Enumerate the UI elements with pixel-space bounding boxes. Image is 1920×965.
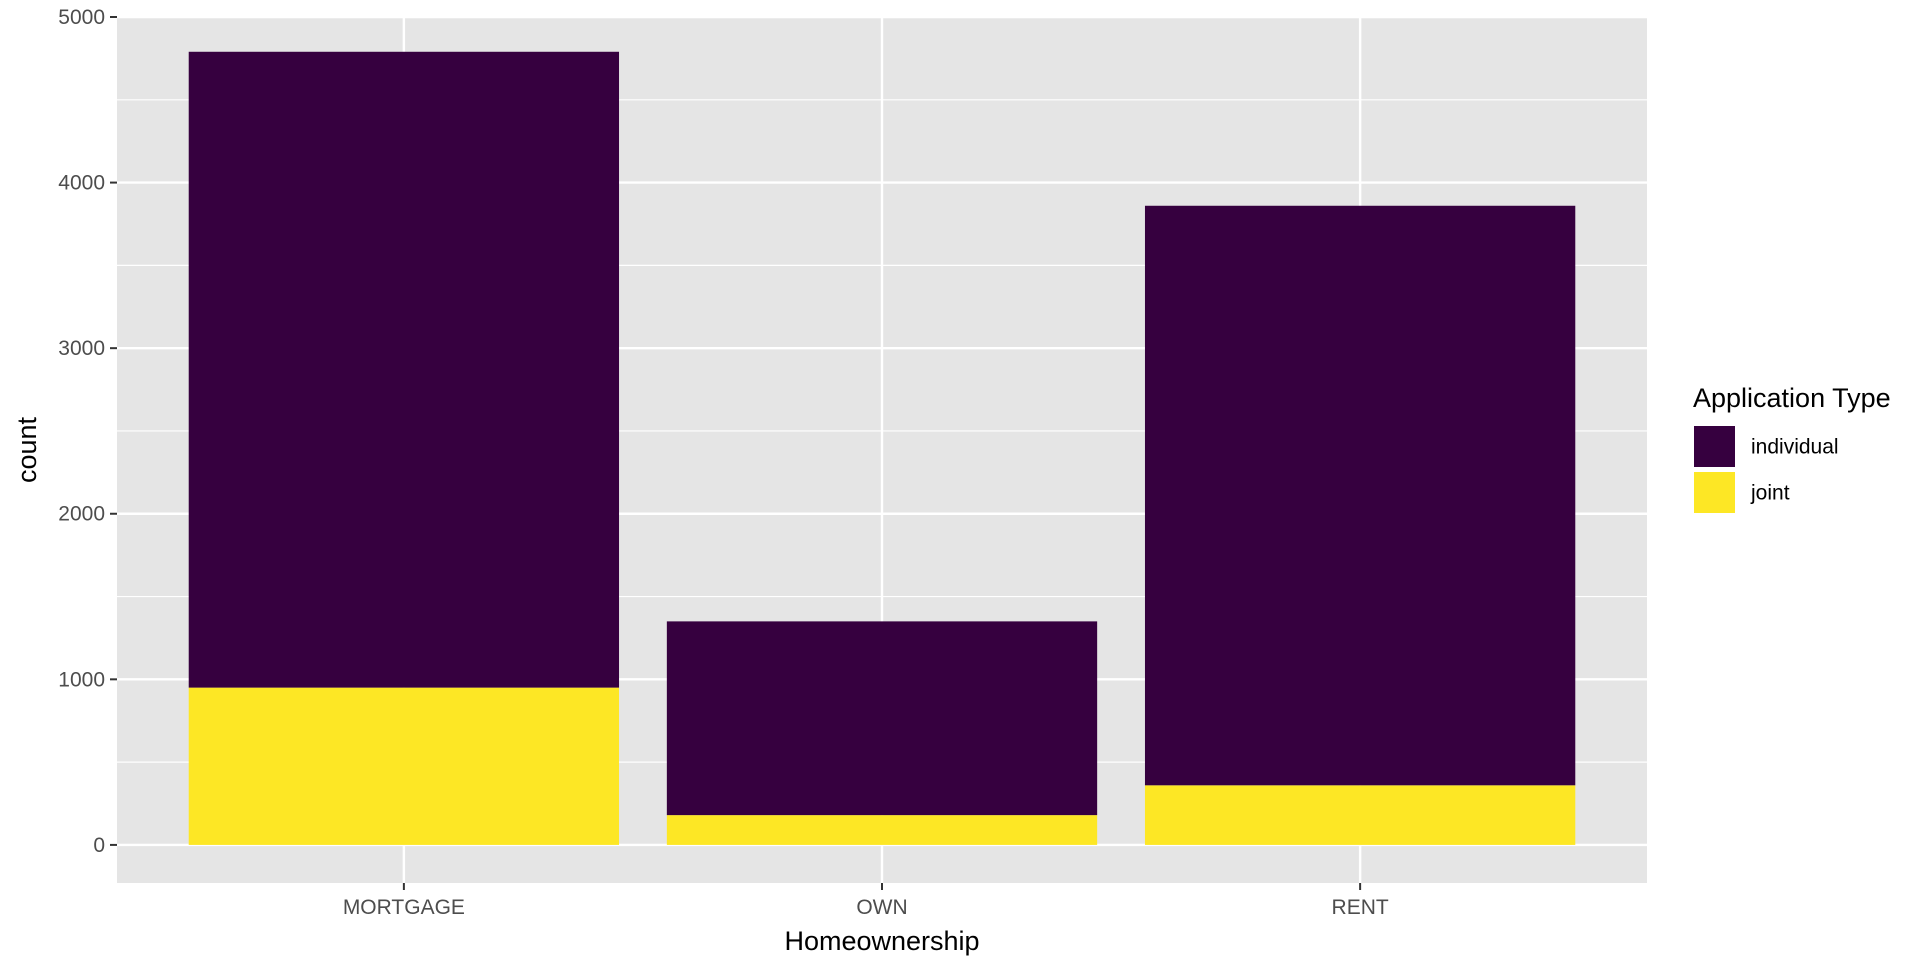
bar-rent-joint — [1144, 785, 1576, 845]
y-axis-title: count — [12, 416, 42, 483]
x-tick-label: RENT — [1332, 896, 1389, 919]
y-tick-label: 3000 — [58, 337, 105, 360]
bars — [188, 51, 1576, 845]
y-axis: 0 1000 2000 3000 4000 5000 — [58, 6, 117, 857]
y-tick-label: 4000 — [58, 172, 105, 195]
x-axis: MORTGAGE OWN RENT — [343, 883, 1389, 919]
bar-own-individual — [666, 621, 1098, 816]
legend-label-joint: joint — [1750, 482, 1790, 505]
bar-rent-individual — [1144, 205, 1576, 786]
legend-key-individual — [1692, 424, 1737, 469]
y-tick-label: 5000 — [58, 6, 105, 29]
y-tick-label: 0 — [93, 834, 105, 857]
x-axis-title: Homeownership — [784, 926, 979, 956]
x-tick-label: OWN — [856, 896, 907, 919]
y-tick-label: 1000 — [58, 668, 105, 691]
legend-key-joint — [1692, 470, 1737, 515]
legend-title: Application Type — [1693, 383, 1891, 413]
legend: Application Type individual joint — [1692, 383, 1891, 515]
y-tick-label: 2000 — [58, 503, 105, 526]
bar-mortgage-joint — [188, 687, 620, 845]
bar-mortgage-individual — [188, 51, 620, 688]
x-tick-label: MORTGAGE — [343, 896, 465, 919]
bar-own-joint — [666, 815, 1098, 845]
legend-label-individual: individual — [1751, 436, 1839, 459]
